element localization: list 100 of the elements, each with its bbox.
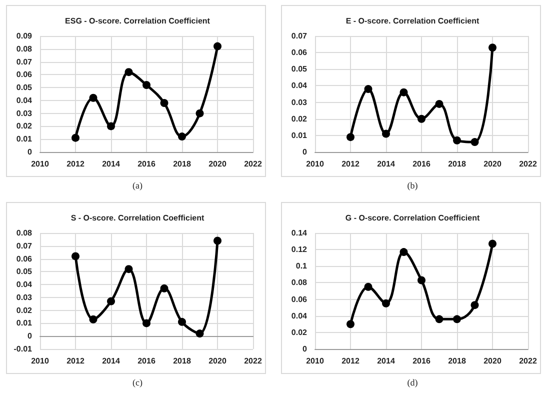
y-tick-label: 0.05	[16, 83, 33, 92]
y-tick-label: 0	[28, 332, 33, 341]
point	[107, 297, 115, 306]
point	[488, 44, 496, 52]
point	[435, 315, 444, 324]
point	[72, 134, 80, 142]
x-tick-label: 2016	[138, 356, 156, 366]
point	[72, 252, 80, 260]
y-tick-label: 0.02	[16, 122, 33, 131]
y-tick-label: 0.1	[296, 262, 308, 271]
point	[364, 282, 372, 291]
point	[382, 299, 390, 308]
point	[418, 276, 426, 284]
point	[418, 114, 426, 123]
x-tick-label: 2012	[66, 356, 85, 366]
text: (c)	[132, 378, 142, 388]
point	[196, 109, 204, 118]
point	[160, 99, 168, 108]
x-tick-label: 2022	[244, 160, 262, 168]
y-tick-label: 0.01	[291, 130, 308, 140]
y-tick-label: 0.06	[16, 70, 33, 80]
chart-title: S - O-score. Correlation Coefficient	[70, 214, 205, 222]
point	[214, 42, 222, 50]
y-tick-label: 0	[28, 148, 33, 156]
y-tick-label: 0.07	[16, 241, 33, 250]
x-tick-label: 2014	[102, 356, 120, 366]
x-tick-label: 2022	[244, 356, 262, 366]
x-tick-label: 2018	[173, 160, 192, 168]
point	[89, 94, 98, 102]
y-tick-label: 0	[302, 148, 308, 156]
y-tick-label: 0.07	[16, 57, 33, 66]
y-tick-label: 0.14	[291, 228, 308, 238]
point	[346, 320, 354, 328]
y-tick-label: 0.09	[16, 32, 33, 40]
x-tick-label: 2016	[412, 160, 431, 168]
y-tick-label: 0.08	[16, 228, 33, 238]
point	[400, 248, 408, 256]
x-tick-label: 2010	[31, 160, 50, 168]
point	[142, 80, 150, 89]
x-tick-label: 2020	[208, 356, 227, 366]
text: (d)	[407, 378, 418, 388]
point	[196, 330, 204, 338]
y-tick-label: 0.03	[291, 98, 308, 107]
point	[470, 138, 479, 146]
y-tick-label: 0.07	[291, 32, 308, 40]
y-tick-label: 0.01	[16, 318, 33, 328]
point	[160, 284, 168, 292]
x-tick-label: 2012	[342, 160, 360, 168]
y-tick-label: 0.01	[16, 134, 33, 144]
point	[178, 132, 186, 141]
y-tick-label: 0.02	[16, 306, 33, 315]
point	[107, 122, 115, 130]
y-tick-label: 0.04	[291, 311, 308, 320]
point	[488, 240, 496, 248]
y-tick-label: 0.04	[16, 280, 33, 290]
point	[382, 130, 390, 138]
x-tick-label: 2010	[306, 356, 324, 366]
y-tick-label: 0.05	[291, 64, 308, 74]
point	[453, 136, 461, 144]
point	[400, 88, 408, 96]
y-tick-label: 0.06	[291, 294, 308, 304]
x-tick-label: 2012	[342, 356, 360, 366]
point	[435, 100, 444, 108]
point	[453, 315, 461, 324]
y-tick-label: 0.02	[291, 328, 308, 337]
point	[364, 85, 372, 94]
y-tick-label: 0.02	[291, 114, 308, 124]
point	[124, 265, 133, 274]
y-tick-label: 0.06	[291, 48, 308, 58]
point	[178, 318, 186, 326]
y-tick-label: 0.04	[16, 96, 33, 105]
y-tick-label: 0.12	[291, 245, 308, 254]
x-tick-label: 2020	[208, 160, 227, 168]
x-tick-label: 2016	[138, 160, 156, 168]
y-tick-label: 0.06	[16, 254, 33, 264]
point	[142, 319, 150, 328]
text: (b)	[407, 180, 418, 190]
text: (a)	[132, 180, 142, 190]
x-tick-label: 2018	[448, 160, 466, 168]
y-tick-label: 0	[302, 344, 308, 354]
chart-title: G - O-score. Correlation Coefficient	[345, 214, 480, 222]
x-tick-label: 2016	[412, 356, 431, 366]
x-tick-label: 2020	[484, 356, 502, 366]
y-tick-label: 0.03	[16, 108, 33, 118]
y-tick-label: 0.04	[291, 81, 308, 90]
chart-title: E - O-score. Correlation Coefficient	[346, 16, 480, 26]
y-tick-label: 0.05	[16, 267, 33, 276]
y-tick-label: 0.08	[291, 278, 308, 288]
x-tick-label: 2018	[448, 356, 466, 366]
point	[470, 301, 479, 310]
y-tick-label: 0.08	[16, 44, 33, 54]
point	[124, 68, 133, 76]
x-tick-label: 2014	[377, 356, 396, 366]
x-tick-label: 2014	[102, 160, 120, 168]
x-tick-label: 2010	[306, 160, 324, 168]
x-tick-label: 2012	[66, 160, 85, 168]
y-tick-label: 0.03	[16, 292, 33, 302]
y-tick-label: -0.01	[14, 344, 33, 354]
x-tick-label: 2018	[173, 356, 192, 366]
x-tick-label: 2010	[31, 356, 50, 366]
